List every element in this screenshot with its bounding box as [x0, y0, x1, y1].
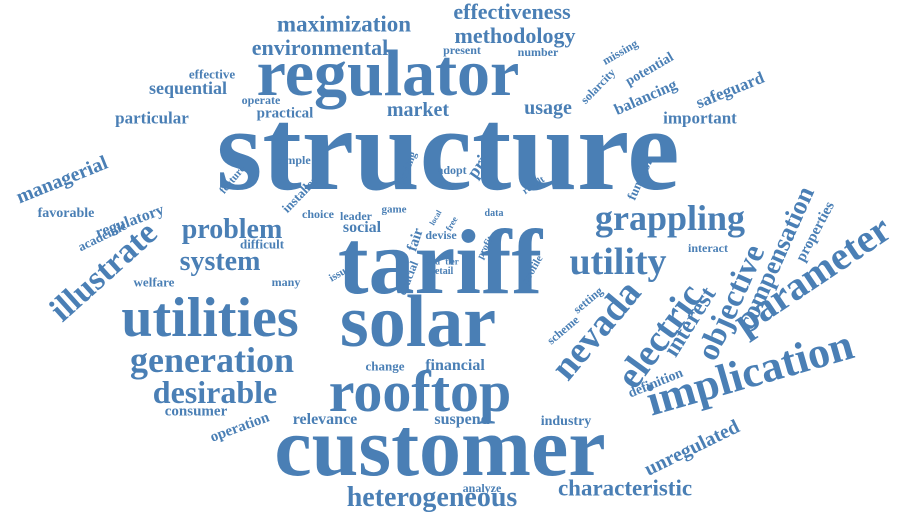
word: managerial: [13, 151, 111, 209]
word: effectiveness: [453, 0, 571, 24]
word: environmental: [251, 35, 389, 60]
word: usage: [524, 97, 572, 119]
word: rooftop: [328, 359, 512, 424]
word: generation: [130, 340, 294, 380]
word: suspend: [434, 411, 490, 428]
word: effective: [188, 66, 236, 82]
word: many: [271, 275, 301, 289]
word: industry: [540, 414, 592, 429]
word: methodology: [454, 23, 576, 48]
word: present: [443, 43, 481, 57]
word: social: [342, 219, 382, 236]
word: utility: [569, 241, 667, 283]
word: regulator: [256, 37, 520, 110]
word: desirable: [152, 374, 278, 410]
word: sequential: [148, 78, 228, 98]
word: devise: [425, 228, 457, 242]
word: retail: [430, 266, 454, 277]
word: characteristic: [557, 475, 693, 501]
word: important: [663, 108, 737, 128]
word: tier: [445, 256, 459, 267]
word: structure: [216, 84, 680, 215]
word: favorable: [37, 206, 95, 221]
word: system: [179, 246, 261, 277]
word: interact: [688, 241, 728, 255]
word: operate: [241, 93, 281, 107]
word: simple: [277, 153, 311, 167]
word: solar: [339, 281, 497, 363]
word: unregulated: [640, 415, 744, 481]
word: choice: [302, 207, 334, 221]
word: game: [381, 203, 407, 216]
word: practical: [256, 105, 314, 122]
word: leader: [340, 209, 372, 223]
word: financial: [425, 357, 485, 374]
word: analyze: [462, 481, 502, 495]
word: consumer: [164, 403, 228, 420]
word: particular: [115, 108, 189, 128]
word: tariff: [337, 211, 543, 313]
word: market: [386, 99, 450, 121]
word: adopt: [437, 163, 467, 177]
word: grappling: [594, 198, 746, 238]
word: heterogeneous: [346, 482, 518, 513]
word: safeguard: [693, 67, 767, 113]
word: data: [484, 208, 504, 219]
word: missing: [599, 36, 641, 68]
word: welfare: [133, 274, 175, 290]
word: relevance: [292, 411, 358, 428]
word: problem: [181, 214, 283, 245]
word: customer: [274, 401, 606, 494]
word: maximization: [276, 11, 412, 37]
word: change: [365, 358, 405, 374]
word: number: [517, 45, 559, 59]
word: difficult: [239, 236, 285, 252]
word: grid: [423, 256, 441, 267]
word: utilities: [121, 287, 299, 349]
